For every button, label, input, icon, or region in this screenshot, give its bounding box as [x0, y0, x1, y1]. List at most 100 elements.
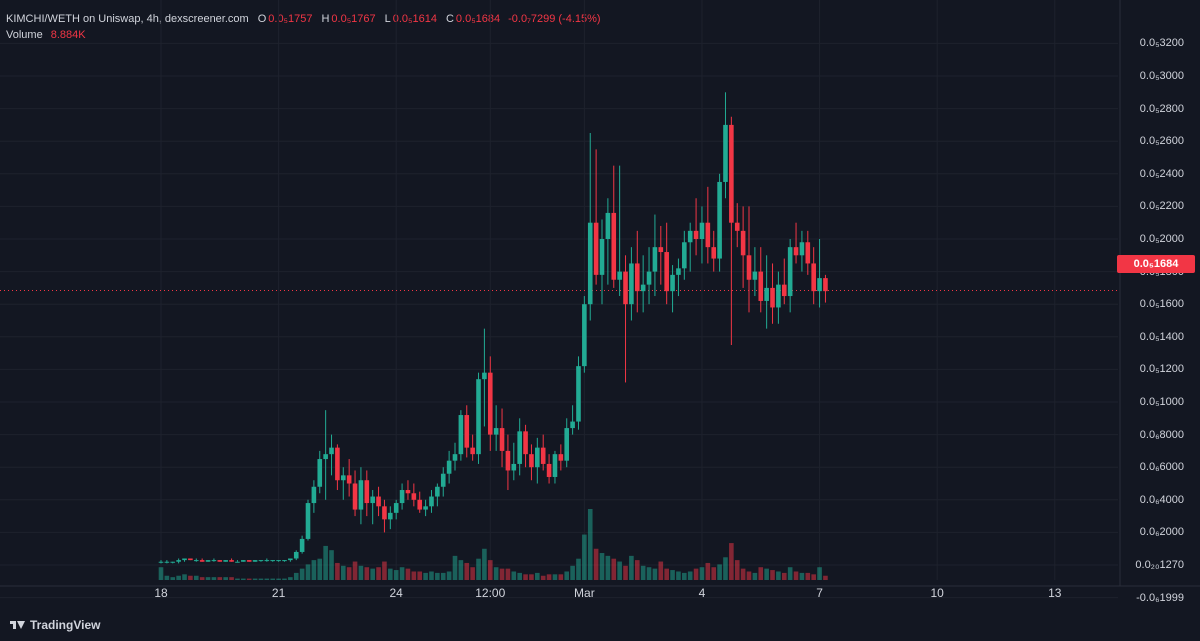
volume-bar — [670, 570, 675, 580]
volume-bar — [176, 575, 181, 580]
volume-bar — [264, 578, 270, 580]
candle-body — [593, 222, 599, 275]
candle-body — [223, 560, 228, 562]
volume-bar — [170, 577, 176, 580]
time-tick-label: 10 — [930, 586, 944, 600]
candle-body — [564, 428, 570, 461]
volume-bar — [246, 578, 252, 580]
candle-body — [517, 431, 522, 464]
volume-bar — [823, 575, 828, 580]
candle-body — [235, 561, 240, 563]
volume-bar — [605, 555, 611, 580]
candle-body — [482, 372, 487, 380]
volume-bar — [311, 560, 317, 580]
candle-body — [693, 230, 699, 239]
legend-open-label: O — [257, 13, 267, 25]
volume-bar — [546, 574, 552, 580]
candle-body — [340, 475, 346, 481]
volume-bar — [305, 564, 311, 580]
time-tick-label: 18 — [154, 586, 168, 600]
candle-body — [734, 222, 740, 231]
volume-bar — [158, 567, 164, 580]
candle-body — [211, 560, 217, 562]
candle-body — [411, 493, 417, 500]
volume-bar — [787, 567, 793, 580]
candle-body — [476, 379, 481, 455]
candle-body — [770, 287, 775, 308]
candle-body — [776, 284, 781, 308]
candle-body — [293, 551, 299, 559]
volume-bar — [729, 543, 734, 580]
candle-body — [323, 454, 328, 460]
volume-bar — [634, 560, 640, 580]
candle-body — [529, 454, 534, 468]
candle-body — [452, 454, 458, 461]
volume-bar — [470, 567, 475, 580]
candle-body — [540, 447, 546, 464]
candle-body — [570, 421, 575, 429]
price-tick-label: 0.0₅3000 — [1139, 70, 1184, 82]
volume-bar — [317, 558, 323, 580]
price-axis[interactable]: 0.0₅3200 0.0₅3000 0.0₅2800 0.0₅2600 0.0₅2400… — [1120, 0, 1200, 603]
volume-bar — [358, 565, 364, 580]
legend-price-row: KIMCHI/WETH on Uniswap, 4h, dexscreener.… — [6, 11, 601, 27]
legend-low-value: 0.0₅1614 — [392, 13, 437, 25]
volume-bar — [299, 568, 305, 580]
candle-body — [682, 242, 687, 269]
candle-body — [805, 242, 811, 264]
candle-body — [376, 496, 381, 507]
legend-high-value: 0.0₅1767 — [331, 13, 376, 25]
volume-bar — [617, 561, 622, 580]
volume-bar — [587, 509, 593, 580]
volume-bar — [723, 557, 728, 580]
price-tick-label: 0.0₅1600 — [1139, 298, 1184, 311]
candle-body — [752, 271, 758, 280]
candle-body — [499, 428, 505, 451]
volume-bar — [752, 572, 758, 580]
candle-body — [729, 124, 734, 223]
volume-bar — [164, 575, 170, 580]
candle-body — [282, 560, 287, 562]
candle-body — [793, 247, 799, 256]
price-tick-label: 0.0₅2800 — [1139, 102, 1184, 115]
tradingview-footer[interactable]: TradingView — [10, 618, 100, 632]
volume-bar — [352, 561, 358, 580]
volume-bar — [781, 572, 787, 580]
time-axis[interactable]: 18 21 24 12:00 Mar 4 7 10 13 — [0, 586, 1120, 606]
candle-body — [464, 415, 470, 448]
volume-bar — [270, 578, 276, 580]
volume-bar — [582, 534, 587, 580]
volume-bar — [452, 555, 458, 580]
volume-bar — [493, 567, 499, 580]
candle-body — [523, 431, 528, 455]
volume-bar — [652, 568, 658, 580]
volume-bar — [241, 578, 246, 580]
candle-body — [446, 460, 452, 474]
legend-close-label: C — [445, 13, 454, 25]
candle-body — [352, 483, 358, 510]
candle-body — [264, 560, 270, 562]
volume-bar — [511, 571, 517, 580]
time-tick-label: 7 — [816, 586, 823, 600]
volume-bar — [193, 575, 199, 580]
candle-body — [717, 181, 722, 259]
candle-body — [405, 490, 411, 494]
candle-body — [758, 271, 764, 301]
candle-body — [634, 263, 640, 292]
legend-open-value: 0.0₅1757 — [268, 13, 313, 25]
volume-bar — [705, 562, 711, 580]
candle-body — [288, 558, 293, 561]
volume-bar — [229, 577, 234, 580]
volume-bar — [435, 572, 440, 580]
volume-bar — [323, 545, 328, 580]
candle-body — [505, 450, 511, 471]
candle-body — [823, 278, 828, 292]
candle-body — [811, 263, 816, 292]
volume-bar — [552, 574, 558, 580]
legend-volume-label: Volume — [6, 29, 43, 41]
volume-bar — [188, 575, 193, 580]
candle-body — [199, 560, 205, 562]
volume-bar — [817, 567, 822, 580]
candle-body — [252, 560, 258, 562]
